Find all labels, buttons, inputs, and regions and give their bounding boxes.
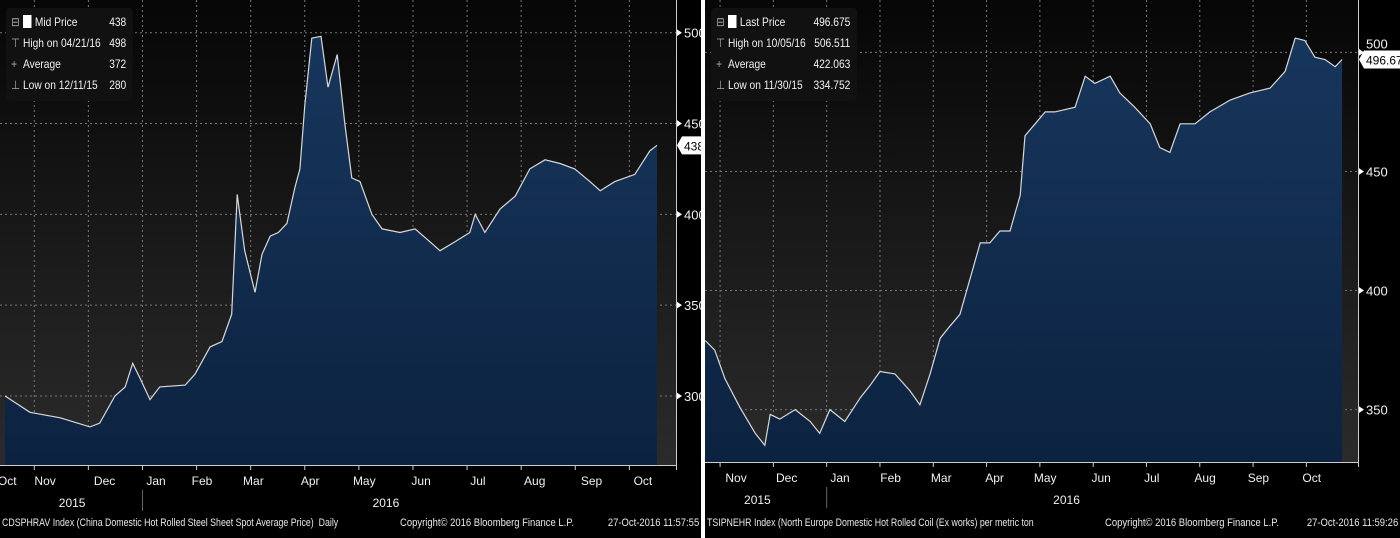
copyright: Copyright© 2016 Bloomberg Finance L.P. (400, 517, 575, 529)
timestamp: 27-Oct-2016 11:59:26 (1306, 517, 1398, 529)
chart-title: TSIPNEHR Index (North Europe Domestic Ho… (707, 517, 1034, 529)
copyright: Copyright© 2016 Bloomberg Finance L.P. (1105, 517, 1280, 529)
y-tick-arrow (1358, 48, 1364, 57)
year-label: 2015 (744, 493, 771, 507)
chart-footer-title: TSIPNEHR Index (North Europe Domestic Ho… (707, 516, 1034, 530)
average-marker-icon: + (716, 57, 723, 71)
y-tick-label: 300 (684, 389, 701, 404)
year-label: 2016 (373, 496, 400, 510)
y-tick-label: 350 (684, 298, 701, 313)
month-label: Jun (1091, 471, 1110, 485)
month-label: May (353, 474, 376, 488)
month-label: May (1034, 471, 1057, 485)
y-tick-label: 500 (684, 26, 701, 41)
year-label: 2015 (59, 496, 86, 510)
month-label: Feb (880, 471, 901, 485)
month-label: Dec (776, 471, 797, 485)
month-label: Jul (470, 474, 485, 488)
month-label: Mar (931, 471, 952, 485)
month-label: Jan (830, 471, 849, 485)
month-label: Nov (725, 471, 746, 485)
y-tick-arrow (676, 301, 682, 310)
last-value-label: 438 (684, 139, 701, 153)
timestamp: 27-Oct-2016 11:57:55 (607, 517, 699, 529)
y-tick-arrow (1358, 167, 1364, 176)
legend-box: ⊟ Last Price 496.675 ⊤ High on 10/05/16 506.… (711, 8, 858, 101)
legend-box: ⊟ Mid Price 438 ⊤ High on 04/21/16 498 + Aver… (6, 8, 134, 101)
y-tick-label: 500 (1366, 37, 1388, 52)
series-swatch (23, 15, 32, 28)
chart-footer-title: CDSPHRAV Index (China Domestic Hot Rolle… (2, 516, 338, 530)
last-value-tag (677, 136, 701, 155)
month-label: Dec (94, 474, 115, 488)
low-marker-icon: ⊥ (11, 78, 20, 92)
y-tick-arrow (676, 210, 682, 219)
month-label: Aug (524, 474, 545, 488)
month-label: Jul (1144, 471, 1159, 485)
y-tick-arrow (676, 28, 682, 37)
chart-title: CDSPHRAV Index (China Domestic Hot Rolle… (2, 517, 314, 529)
y-tick-arrow (676, 391, 682, 400)
collapse-icon[interactable]: ⊟ (11, 15, 20, 29)
y-tick-label: 450 (684, 117, 701, 132)
month-label: Oct (634, 474, 653, 488)
price-area (5, 36, 658, 466)
frequency: Daily (318, 517, 339, 529)
month-label: Jan (146, 474, 165, 488)
china-steel-chart-panel: 300 350 400 450 500 438 Oct Nov Dec Jan Feb Mar Apr M… (0, 0, 701, 538)
last-value-label: 496.675 (1366, 54, 1400, 68)
europe-steel-chart-panel: 350 400 450 500 496.675 Nov Dec Jan Feb Mar Apr May… (705, 0, 1400, 538)
year-label: 2016 (1053, 493, 1080, 507)
collapse-icon[interactable]: ⊟ (716, 15, 725, 29)
series-swatch (728, 15, 737, 28)
month-label: Sep (581, 474, 603, 488)
month-label: Apr (985, 471, 1004, 485)
europe-steel-chart: 350 400 450 500 496.675 Nov Dec Jan Feb Mar Apr May… (705, 0, 1400, 508)
average-marker-icon: + (11, 57, 18, 71)
y-tick-label: 450 (1366, 164, 1388, 179)
high-marker-icon: ⊤ (11, 36, 20, 50)
y-tick-label: 400 (684, 207, 701, 222)
month-label: Oct (1302, 471, 1321, 485)
y-tick-arrow (1358, 286, 1364, 295)
price-line (4, 35, 658, 428)
month-label: Aug (1194, 471, 1215, 485)
last-value-tag (1359, 50, 1400, 69)
month-label: Sep (1248, 471, 1270, 485)
y-tick-arrow (1358, 405, 1364, 414)
y-tick-label: 400 (1366, 284, 1388, 299)
month-label: Nov (34, 474, 55, 488)
low-marker-icon: ⊥ (716, 78, 725, 92)
month-label: Oct (0, 474, 17, 488)
month-label: Feb (192, 474, 213, 488)
month-label: Jun (411, 474, 430, 488)
price-line (705, 37, 1343, 447)
high-marker-icon: ⊤ (716, 36, 725, 50)
y-tick-arrow (676, 119, 682, 128)
price-area (705, 38, 1343, 462)
month-label: Mar (243, 474, 264, 488)
month-label: Apr (301, 474, 320, 488)
y-tick-label: 350 (1366, 403, 1388, 418)
